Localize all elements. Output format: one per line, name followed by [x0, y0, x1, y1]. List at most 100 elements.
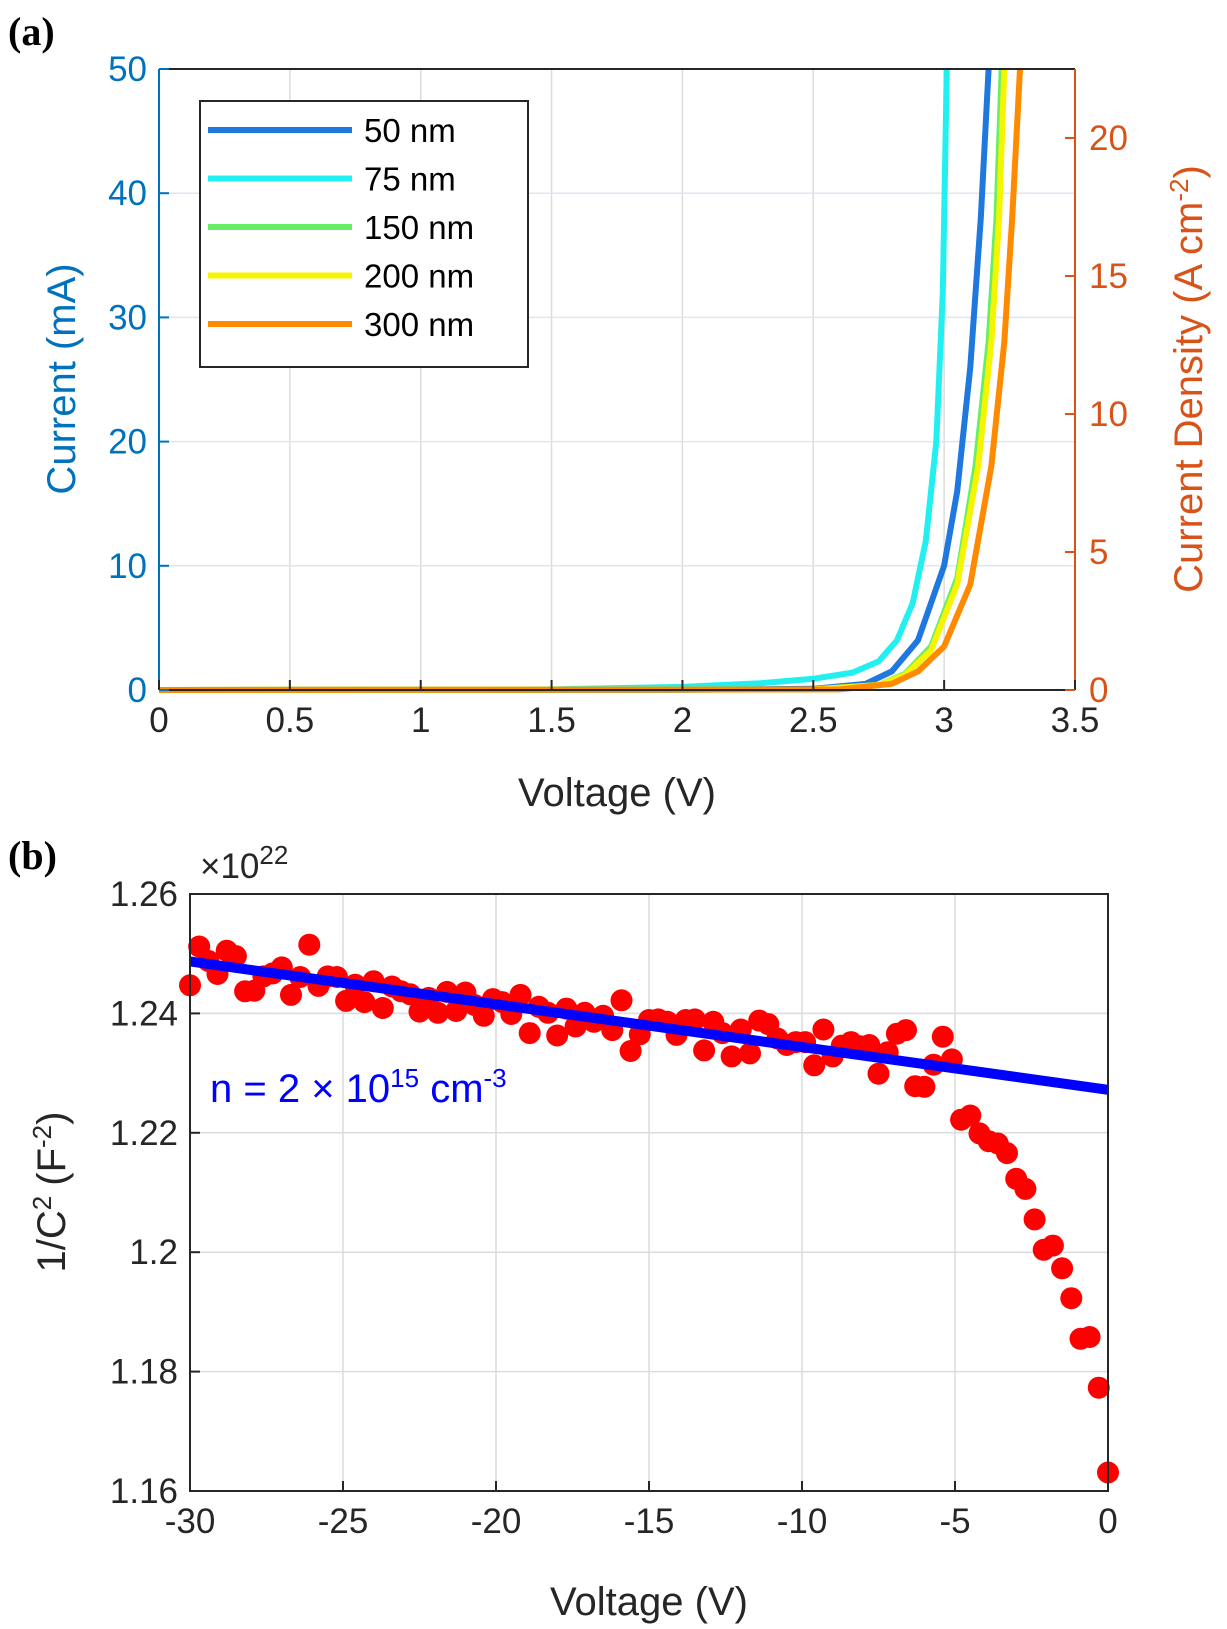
y-tick-label: 50 — [108, 50, 147, 89]
data-point — [619, 1040, 642, 1062]
x-tick-label: 0.5 — [266, 701, 315, 740]
y-tick-label: 0 — [128, 671, 147, 710]
data-point — [913, 1075, 936, 1098]
y-axis-label-b-unit: (F — [30, 1148, 74, 1186]
data-point — [1023, 1208, 1046, 1231]
legend-label: 200 nm — [364, 258, 474, 295]
data-point — [693, 1039, 716, 1062]
legend-label: 300 nm — [364, 306, 474, 343]
y-tick-label: 40 — [108, 174, 147, 213]
panel-b-label: (b) — [8, 833, 57, 878]
x-tick-label: -5 — [939, 1502, 970, 1541]
y-right-tick-label: 15 — [1089, 257, 1128, 296]
data-point — [931, 1025, 954, 1048]
x-tick-label: -25 — [318, 1502, 369, 1541]
data-point — [1051, 1257, 1074, 1280]
x-tick-label: 2 — [673, 701, 692, 740]
fit-annotation-sup: 15 — [390, 1063, 419, 1093]
y-multiplier-b: ×1022 — [200, 840, 288, 886]
y-tick-label: 10 — [108, 547, 147, 586]
fit-annotation: n = 2 × 1015 cm-3 — [210, 1063, 507, 1111]
data-point — [472, 1004, 495, 1027]
data-point — [518, 1022, 541, 1045]
data-point — [895, 1019, 917, 1042]
panel-a-label: (a) — [8, 9, 55, 54]
data-point — [1060, 1287, 1083, 1310]
data-point — [1041, 1234, 1064, 1257]
data-point — [445, 1000, 468, 1022]
x-tick-label: -30 — [165, 1502, 216, 1541]
data-point — [683, 1008, 706, 1031]
fit-line — [189, 956, 1109, 1095]
data-point — [280, 983, 302, 1006]
data-point — [298, 933, 321, 956]
x-axis-label-a: Voltage (V) — [518, 771, 716, 815]
fit-annotation-text2: cm — [419, 1067, 483, 1111]
data-point — [812, 1018, 835, 1041]
data-point — [224, 945, 247, 968]
data-point — [371, 997, 394, 1019]
data-point — [803, 1054, 826, 1077]
y-tick-label: 1.24 — [110, 994, 178, 1033]
y-tick-label: 1.26 — [110, 875, 178, 914]
x-tick-label: -20 — [471, 1502, 522, 1541]
y-axis-label-right-text: Current Density (A cm — [1167, 202, 1211, 593]
multiplier-exp: 22 — [259, 840, 288, 870]
y-axis-label-right-a: Current Density (A cm-2) — [1164, 165, 1211, 593]
fit-annotation-sup2: -3 — [484, 1063, 507, 1093]
y-axis-label-b-unit-sup: -2 — [27, 1125, 57, 1148]
y-tick-label: 1.18 — [110, 1353, 178, 1392]
data-point — [959, 1104, 982, 1127]
y-right-tick-label: 10 — [1089, 395, 1128, 434]
x-tick-label: 1.5 — [527, 701, 576, 740]
data-point — [509, 983, 532, 1006]
y-axis-label-b: 1/C2 (F-2) — [27, 1112, 74, 1273]
x-tick-label: 0 — [1098, 1502, 1117, 1541]
x-tick-label: -10 — [777, 1502, 828, 1541]
legend-label: 150 nm — [364, 209, 474, 246]
fit-annotation-text: n = 2 × 10 — [210, 1067, 390, 1111]
x-tick-label: 1 — [411, 701, 430, 740]
data-point — [1087, 1376, 1110, 1399]
x-tick-label: 3.5 — [1051, 701, 1100, 740]
y-tick-label: 20 — [108, 423, 147, 462]
data-point — [720, 1045, 743, 1068]
data-point — [610, 989, 633, 1012]
ticks-b: -30 -25 -20 -15 -10 -5 0 1.16 1.18 1.2 1.22 1.24 1.2… — [110, 875, 1118, 1541]
x-tick-label: 2.5 — [789, 701, 838, 740]
legend-label: 50 nm — [364, 112, 456, 149]
legend-label: 75 nm — [364, 161, 456, 198]
x-axis-label-b: Voltage (V) — [550, 1580, 748, 1624]
data-point — [546, 1024, 569, 1047]
data-point — [858, 1034, 881, 1056]
y-tick-label: 30 — [108, 298, 147, 337]
x-tick-label: 0 — [149, 701, 168, 740]
y-right-tick-label: 20 — [1089, 119, 1128, 158]
data-point — [1078, 1326, 1101, 1348]
data-point — [426, 1001, 449, 1024]
y-axis-label-right-close: ) — [1167, 165, 1211, 178]
y-axis-label-b-text: 1/C — [30, 1210, 74, 1272]
data-point — [867, 1062, 890, 1085]
legend-items: 50 nm 75 nm 150 nm 200 nm 300 nm — [208, 112, 474, 343]
y-tick-label: 1.2 — [129, 1233, 178, 1272]
y-axis-label-b-sup: 2 — [27, 1196, 57, 1210]
data-point — [353, 991, 376, 1014]
y-tick-label: 1.22 — [110, 1114, 178, 1153]
series-line — [158, 68, 1023, 693]
legend-a: 50 nm 75 nm 150 nm 200 nm 300 nm — [199, 100, 529, 368]
y-axis-label-a: Current (mA) — [40, 263, 84, 494]
y-axis-label-right-sup: -2 — [1164, 178, 1194, 201]
x-tick-label: 3 — [934, 701, 953, 740]
data-point — [335, 989, 358, 1012]
y-tick-label: 1.16 — [110, 1472, 178, 1511]
data-point — [739, 1042, 761, 1065]
data-point — [996, 1142, 1018, 1165]
x-tick-label: -15 — [624, 1502, 675, 1541]
y-axis-label-b-unit-close: ) — [30, 1112, 74, 1125]
y-right-tick-label: 0 — [1089, 671, 1108, 710]
data-point — [1014, 1177, 1037, 1200]
y-right-tick-label: 5 — [1089, 533, 1108, 572]
